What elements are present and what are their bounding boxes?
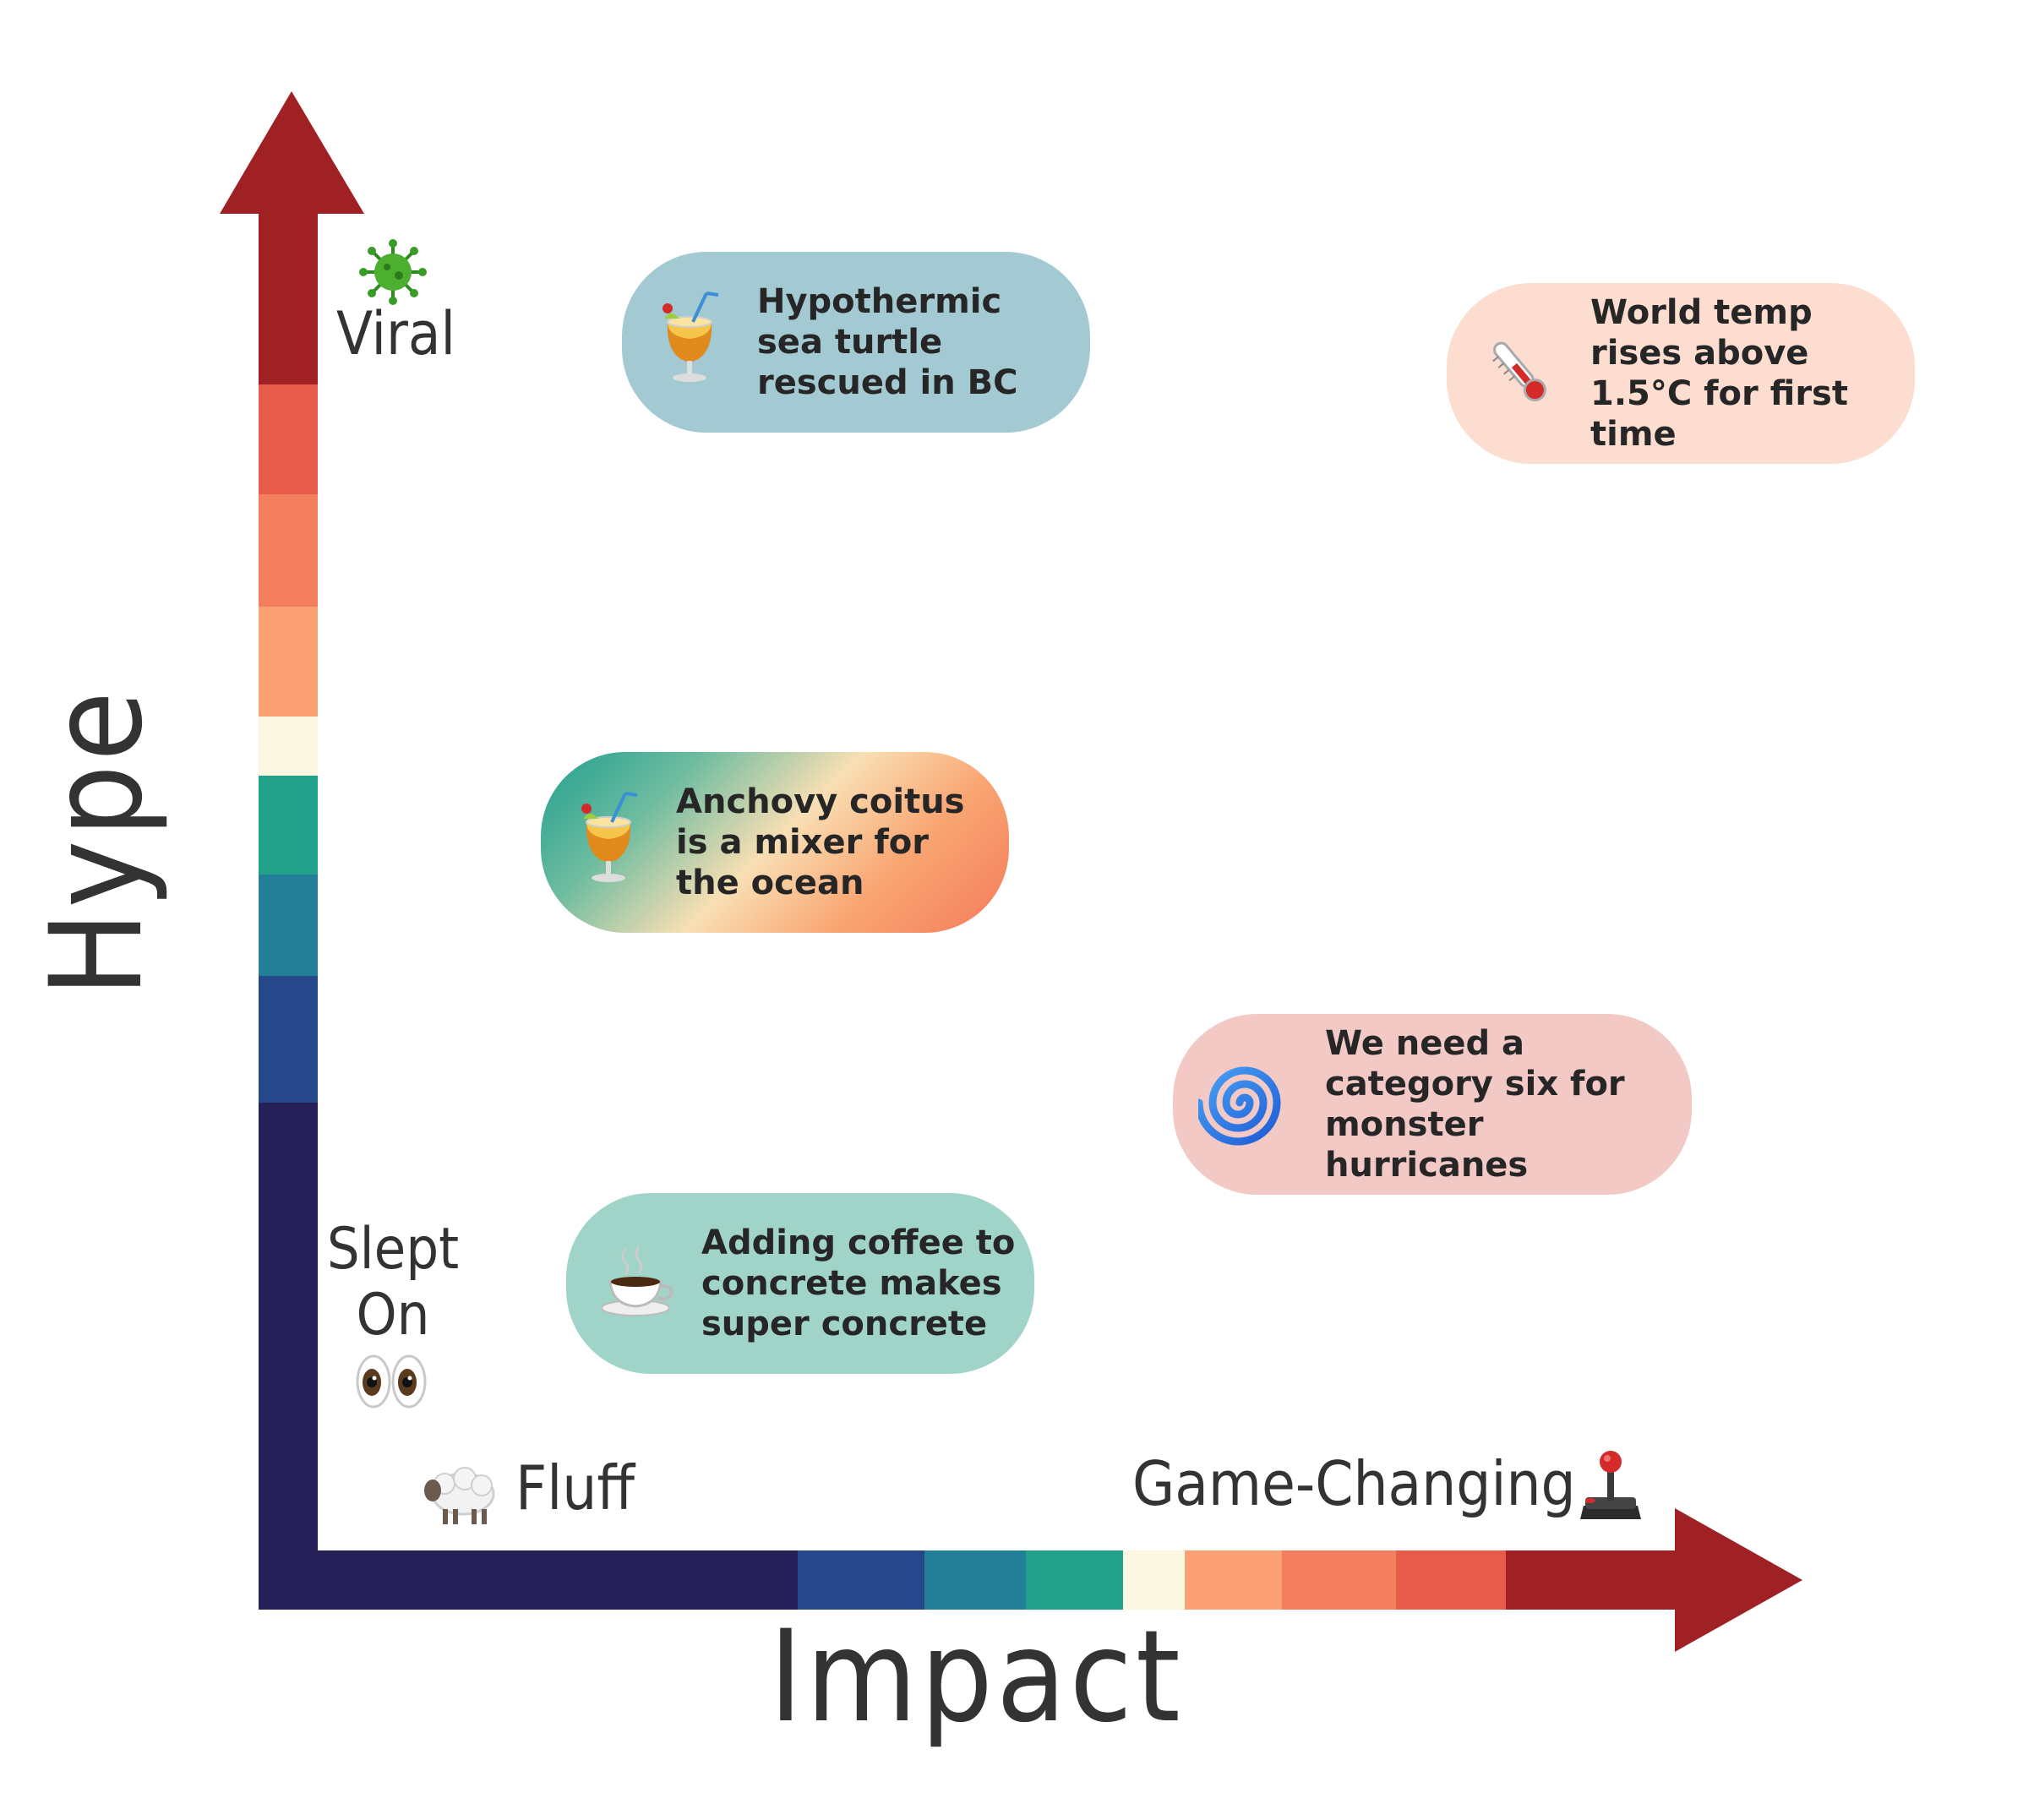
eyes-icon (353, 1352, 429, 1414)
joystick-icon (1577, 1448, 1644, 1528)
x-axis-arrowhead (1675, 1508, 1802, 1652)
card-text: Adding coffee to concrete makes super co… (701, 1223, 1016, 1343)
card-text: Hypothermic sea turtle rescued in BC (757, 282, 1018, 402)
y-axis-band-teal-dark (259, 875, 318, 976)
y-axis-arrowhead (220, 91, 364, 214)
x-axis-band-coral (1396, 1550, 1506, 1610)
thermometer-icon (1480, 334, 1557, 413)
x-axis-band-cream (1123, 1550, 1185, 1610)
y-axis-band-peach (259, 607, 318, 717)
x-axis-band-blue (798, 1550, 924, 1610)
card-text: Anchovy coitus is a mixer for the ocean (676, 782, 965, 902)
x-axis-title: Impact (769, 1604, 1184, 1751)
y-axis-top-label: Viral (336, 299, 455, 368)
coffee-icon (600, 1244, 676, 1323)
y-axis-bottom-label: Slept On (326, 1216, 460, 1349)
y-axis-band-coral (259, 384, 318, 494)
y-axis-band-red (259, 203, 318, 384)
card-hurricane: We need a category six for monster hurri… (1173, 1014, 1692, 1195)
x-axis (259, 1508, 1802, 1652)
card-coffee-concrete: Adding coffee to concrete makes super co… (566, 1193, 1034, 1374)
x-axis-left-label: Fluff (515, 1452, 635, 1523)
card-world-temp: World temp rises above 1.5°C for first t… (1447, 283, 1915, 464)
x-axis-band-peach (1185, 1550, 1282, 1610)
card-text: World temp rises above 1.5°C for first t… (1590, 293, 1848, 454)
y-axis-band-salmon (259, 494, 318, 607)
y-axis (220, 91, 364, 1610)
y-axis-band-cream (259, 717, 318, 776)
y-axis-band-teal (259, 776, 318, 875)
cyclone-icon (1195, 1056, 1291, 1152)
card-anchovy: Anchovy coitus is a mixer for the ocean (541, 752, 1009, 933)
y-axis-title: Hype (24, 687, 171, 997)
card-sea-turtle: Hypothermic sea turtle rescued in BC (622, 252, 1090, 433)
x-axis-band-red (1506, 1550, 1675, 1610)
y-axis-band-navy (259, 1103, 318, 1610)
x-axis-right-label: Game-Changing (1132, 1448, 1576, 1519)
x-axis-band-teal-dark (924, 1550, 1026, 1610)
tropical-drink-icon (656, 290, 723, 395)
y-axis-band-blue (259, 976, 318, 1103)
tropical-drink-icon (575, 790, 642, 895)
x-axis-band-teal (1026, 1550, 1123, 1610)
x-axis-band-salmon (1282, 1550, 1396, 1610)
x-axis-band-navy (259, 1550, 798, 1610)
virus-icon (355, 238, 431, 309)
sheep-icon (423, 1460, 499, 1531)
card-text: We need a category six for monster hurri… (1325, 1024, 1625, 1185)
